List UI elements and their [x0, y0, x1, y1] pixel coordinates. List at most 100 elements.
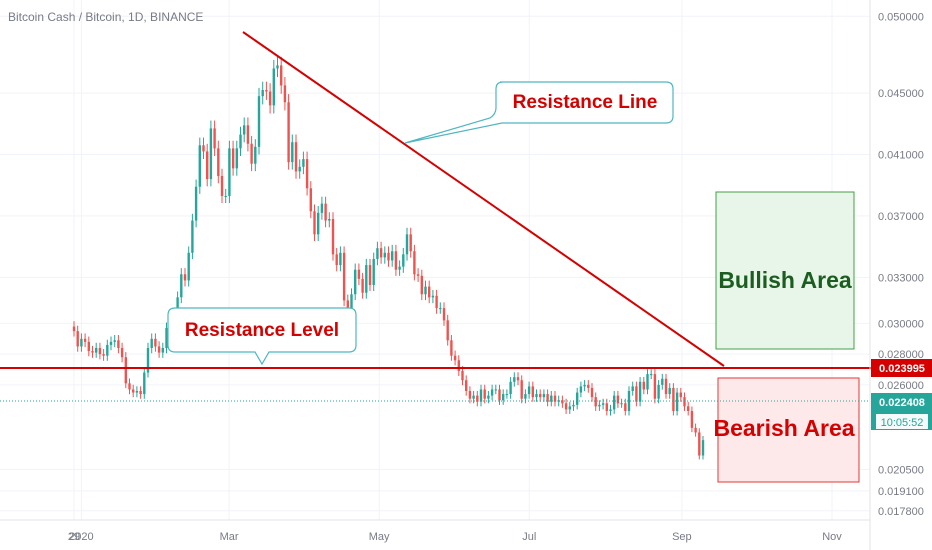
candle — [646, 369, 649, 395]
candle — [309, 181, 312, 219]
candle — [357, 263, 361, 285]
candle — [520, 375, 523, 404]
candle — [194, 179, 198, 228]
candle — [535, 389, 538, 402]
candle — [494, 384, 497, 395]
candle — [95, 342, 98, 358]
candle — [276, 56, 279, 78]
y-tick-label: 0.041000 — [878, 150, 924, 162]
y-tick-label: 0.019100 — [878, 486, 924, 498]
candle — [435, 289, 438, 314]
x-tick-label: 2020 — [69, 531, 93, 543]
candle — [509, 376, 512, 399]
candle — [664, 373, 668, 399]
candle — [150, 333, 153, 354]
bullish-area-box[interactable] — [715, 191, 855, 350]
candle — [439, 302, 442, 314]
candle — [298, 159, 301, 179]
candle — [387, 246, 390, 267]
bearish-area-box[interactable] — [717, 377, 860, 483]
candle — [527, 381, 531, 399]
candle — [72, 321, 76, 337]
candle — [613, 390, 616, 414]
candle — [231, 140, 235, 176]
y-tick-label: 0.026000 — [878, 380, 924, 392]
candle — [254, 139, 257, 172]
y-tick-label: 0.050000 — [878, 11, 924, 23]
x-tick-label: 29 — [68, 531, 80, 543]
candle — [113, 334, 116, 348]
candle — [479, 384, 483, 407]
candle — [490, 384, 494, 401]
candle — [157, 341, 161, 358]
resistance-price-tag: 0.023995 — [871, 359, 932, 377]
candle — [461, 366, 464, 386]
candle — [250, 136, 253, 172]
candle — [165, 322, 168, 354]
resistance-trendline[interactable] — [242, 31, 725, 367]
candle — [243, 117, 246, 143]
y-tick-label: 0.028000 — [878, 349, 924, 361]
candle — [109, 336, 113, 351]
candle — [294, 134, 298, 179]
resistance-line-callout[interactable]: Resistance Line — [404, 81, 674, 144]
candle — [154, 333, 157, 352]
candle — [405, 227, 409, 261]
candle — [220, 168, 224, 204]
candle — [87, 336, 90, 357]
candle — [687, 401, 690, 416]
candle — [183, 268, 187, 287]
candle — [683, 392, 686, 411]
x-tick-label: Mar — [220, 531, 239, 543]
candle — [198, 137, 201, 194]
candle — [117, 334, 120, 354]
candle — [590, 383, 594, 402]
candle — [402, 247, 405, 273]
candle — [135, 386, 139, 398]
candle — [539, 389, 542, 402]
candle — [376, 241, 379, 266]
candle — [483, 384, 486, 404]
candle — [128, 378, 131, 395]
candle — [124, 352, 127, 389]
candle — [605, 398, 608, 416]
candle — [202, 137, 205, 160]
candle — [265, 81, 268, 100]
candle — [383, 246, 386, 264]
x-tick-label: Jul — [522, 531, 536, 543]
candle — [468, 386, 472, 404]
candle — [143, 367, 146, 399]
y-tick-label: 0.037000 — [878, 211, 924, 223]
candle — [661, 373, 664, 390]
y-axis[interactable]: 0.050000 0.045000 0.041000 0.037000 0.033000… — [878, 11, 924, 518]
candle — [398, 260, 401, 276]
candle — [328, 212, 331, 228]
candle — [513, 372, 516, 387]
candle — [120, 342, 124, 363]
candle — [416, 268, 420, 282]
candle — [287, 94, 290, 170]
candle — [516, 372, 520, 386]
candle — [98, 342, 102, 360]
candle — [280, 56, 283, 94]
resistance-line-label: Resistance Line — [513, 92, 658, 113]
candle — [424, 280, 427, 301]
candle — [587, 380, 590, 393]
candle — [268, 83, 272, 114]
candle — [339, 246, 342, 272]
candle — [302, 151, 305, 175]
bearish-area-label: Bearish Area — [713, 415, 854, 441]
candle — [272, 59, 275, 114]
resistance-level-callout[interactable]: Resistance Level — [167, 307, 357, 366]
candle — [568, 401, 571, 414]
candle — [261, 81, 264, 105]
candle — [442, 302, 446, 326]
y-tick-label: 0.030000 — [878, 318, 924, 330]
candle — [690, 406, 694, 433]
candle — [579, 381, 583, 398]
y-tick-label: 0.045000 — [878, 88, 924, 100]
candle — [217, 140, 220, 184]
candle — [224, 188, 227, 204]
